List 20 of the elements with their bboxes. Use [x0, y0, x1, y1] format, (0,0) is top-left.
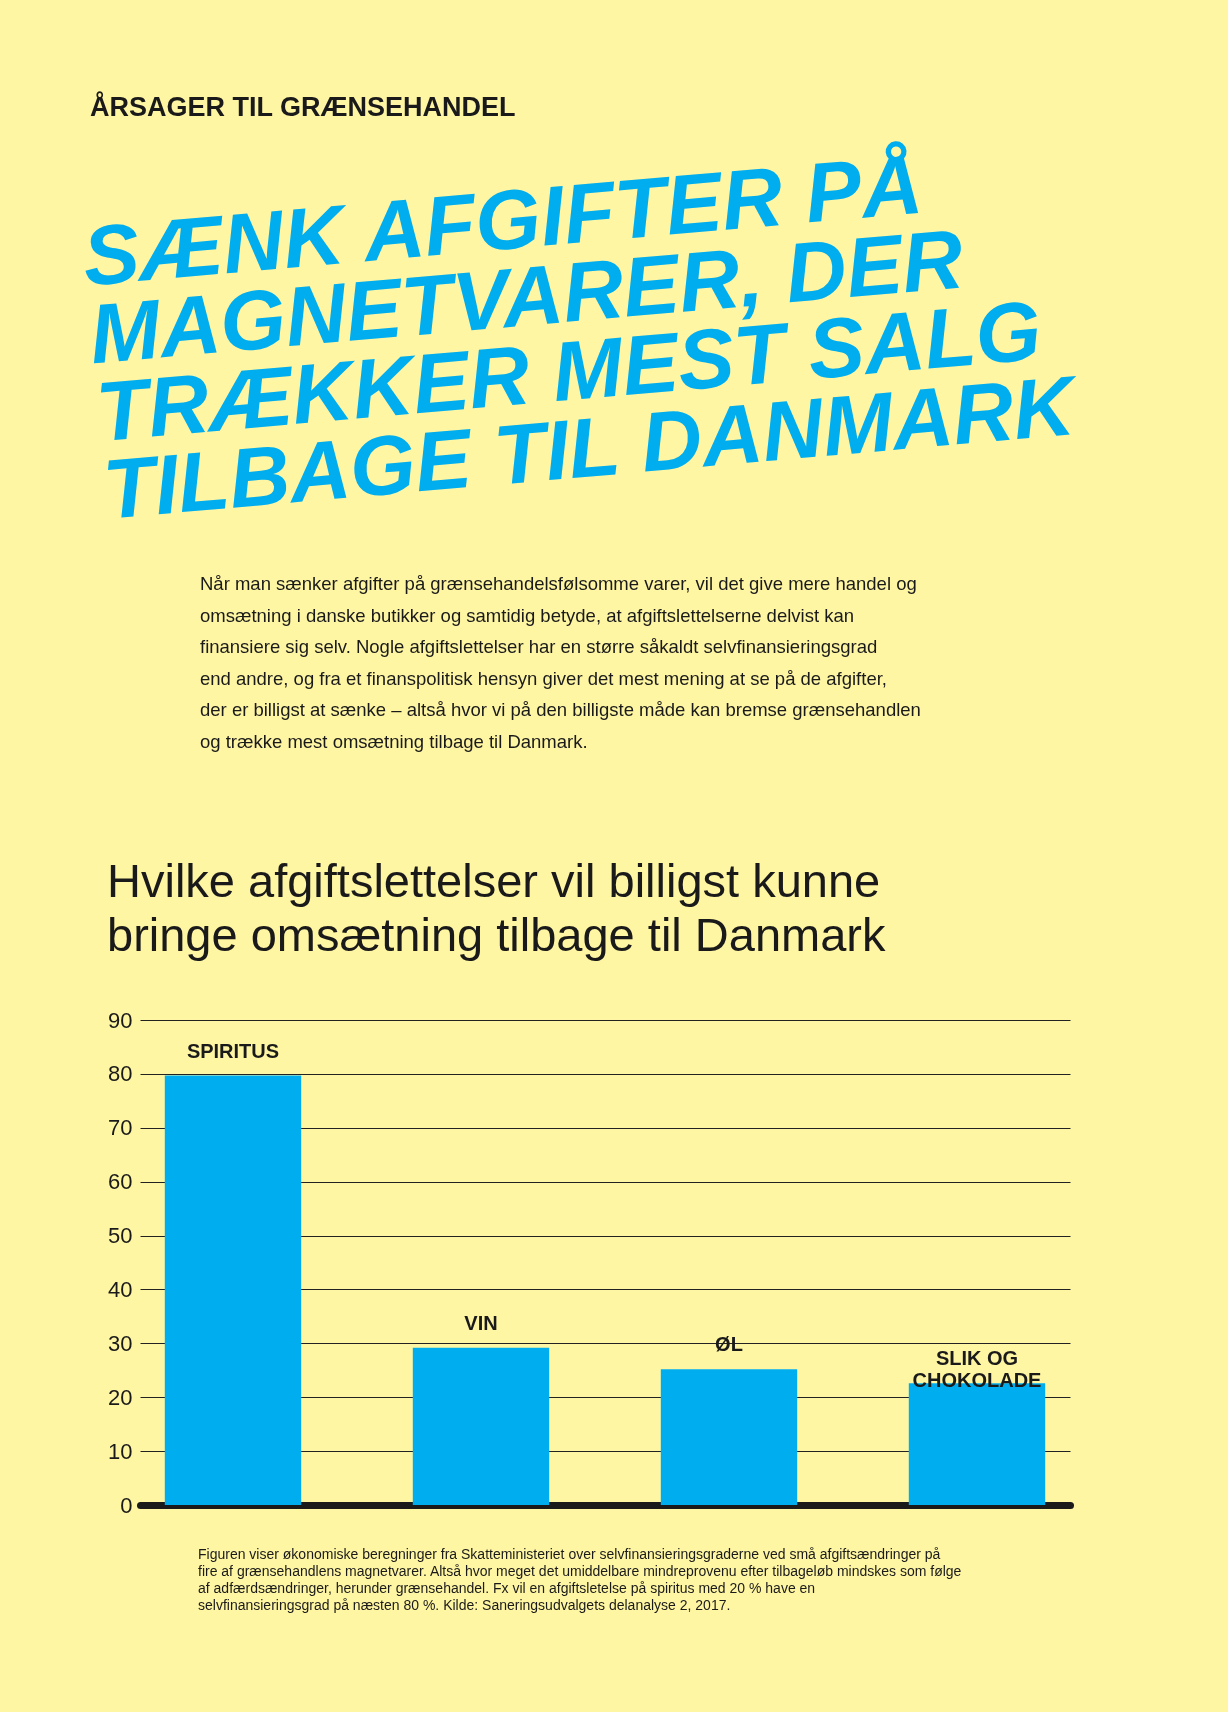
- y-tick-label: 80: [108, 1061, 133, 1087]
- y-tick-label: 30: [108, 1330, 133, 1356]
- text: Når man sænker afgifter på grænsehandelsfølsomme varer, vil det give mere handel og omsætning i danske butikker og samtidig betyde, at afgiftslettelserne delvist kan finansiere sig selv. Nogle afgiftslettelser har en større såkaldt selvfinansieringsgrad end andre, og fra et finanspolitisk hensyn giver det mest mening at se på de afgifter, der er billigst at sænke – altså hvor vi på den billigste måde kan bremse grænsehandlen og trække mest omsætning tilbage til Danmark.: [200, 573, 921, 752]
- x-tick-label: SPIRITUS: [186, 1039, 280, 1062]
- y-tick-label: 60: [108, 1169, 133, 1195]
- y-tick-label: 40: [108, 1276, 133, 1302]
- y-tick-label: 0: [120, 1492, 133, 1518]
- y-tick-label: 10: [108, 1438, 133, 1464]
- chart-title: Hvilke afgiftslettelser vil billigst kunne bringe omsætning tilbage til Danmark: [107, 854, 886, 961]
- x-tick-label: VIN: [464, 1311, 498, 1334]
- text: SÆNK AFGIFTER PÅ MAGNETVARER, DER TRÆKKER MEST SALG TILBAGE TIL DANMARK: [79, 136, 1084, 537]
- text: Figuren viser økonomiske beregninger fra Skatteministeriet over selvfinansieringsgraderne ved små afgiftsændringer på fire af grænsehandlens magnetvarer. Altså hvor meget det umiddelbare mindreprovenu efter tilbageløb mindskes som følge af adfærdsændringer, herunder grænsehandel. Fx vil en afgiftsletelse på spiritus med 20 % have en selvfinansieringsgrad på næsten 80 %. Kilde: Saneringsudvalgets delanalyse 2, 2017.: [198, 1546, 962, 1613]
- y-tick-label: 20: [108, 1384, 133, 1410]
- bar: [164, 1075, 302, 1505]
- text: ÅRSAGER TIL GRÆNSEHANDEL: [90, 91, 516, 122]
- y-tick-label: 70: [108, 1115, 133, 1141]
- bar: [412, 1347, 550, 1505]
- y-tick-label: 50: [108, 1223, 133, 1249]
- y-tick-label: 90: [108, 1007, 133, 1033]
- bar: [660, 1369, 798, 1505]
